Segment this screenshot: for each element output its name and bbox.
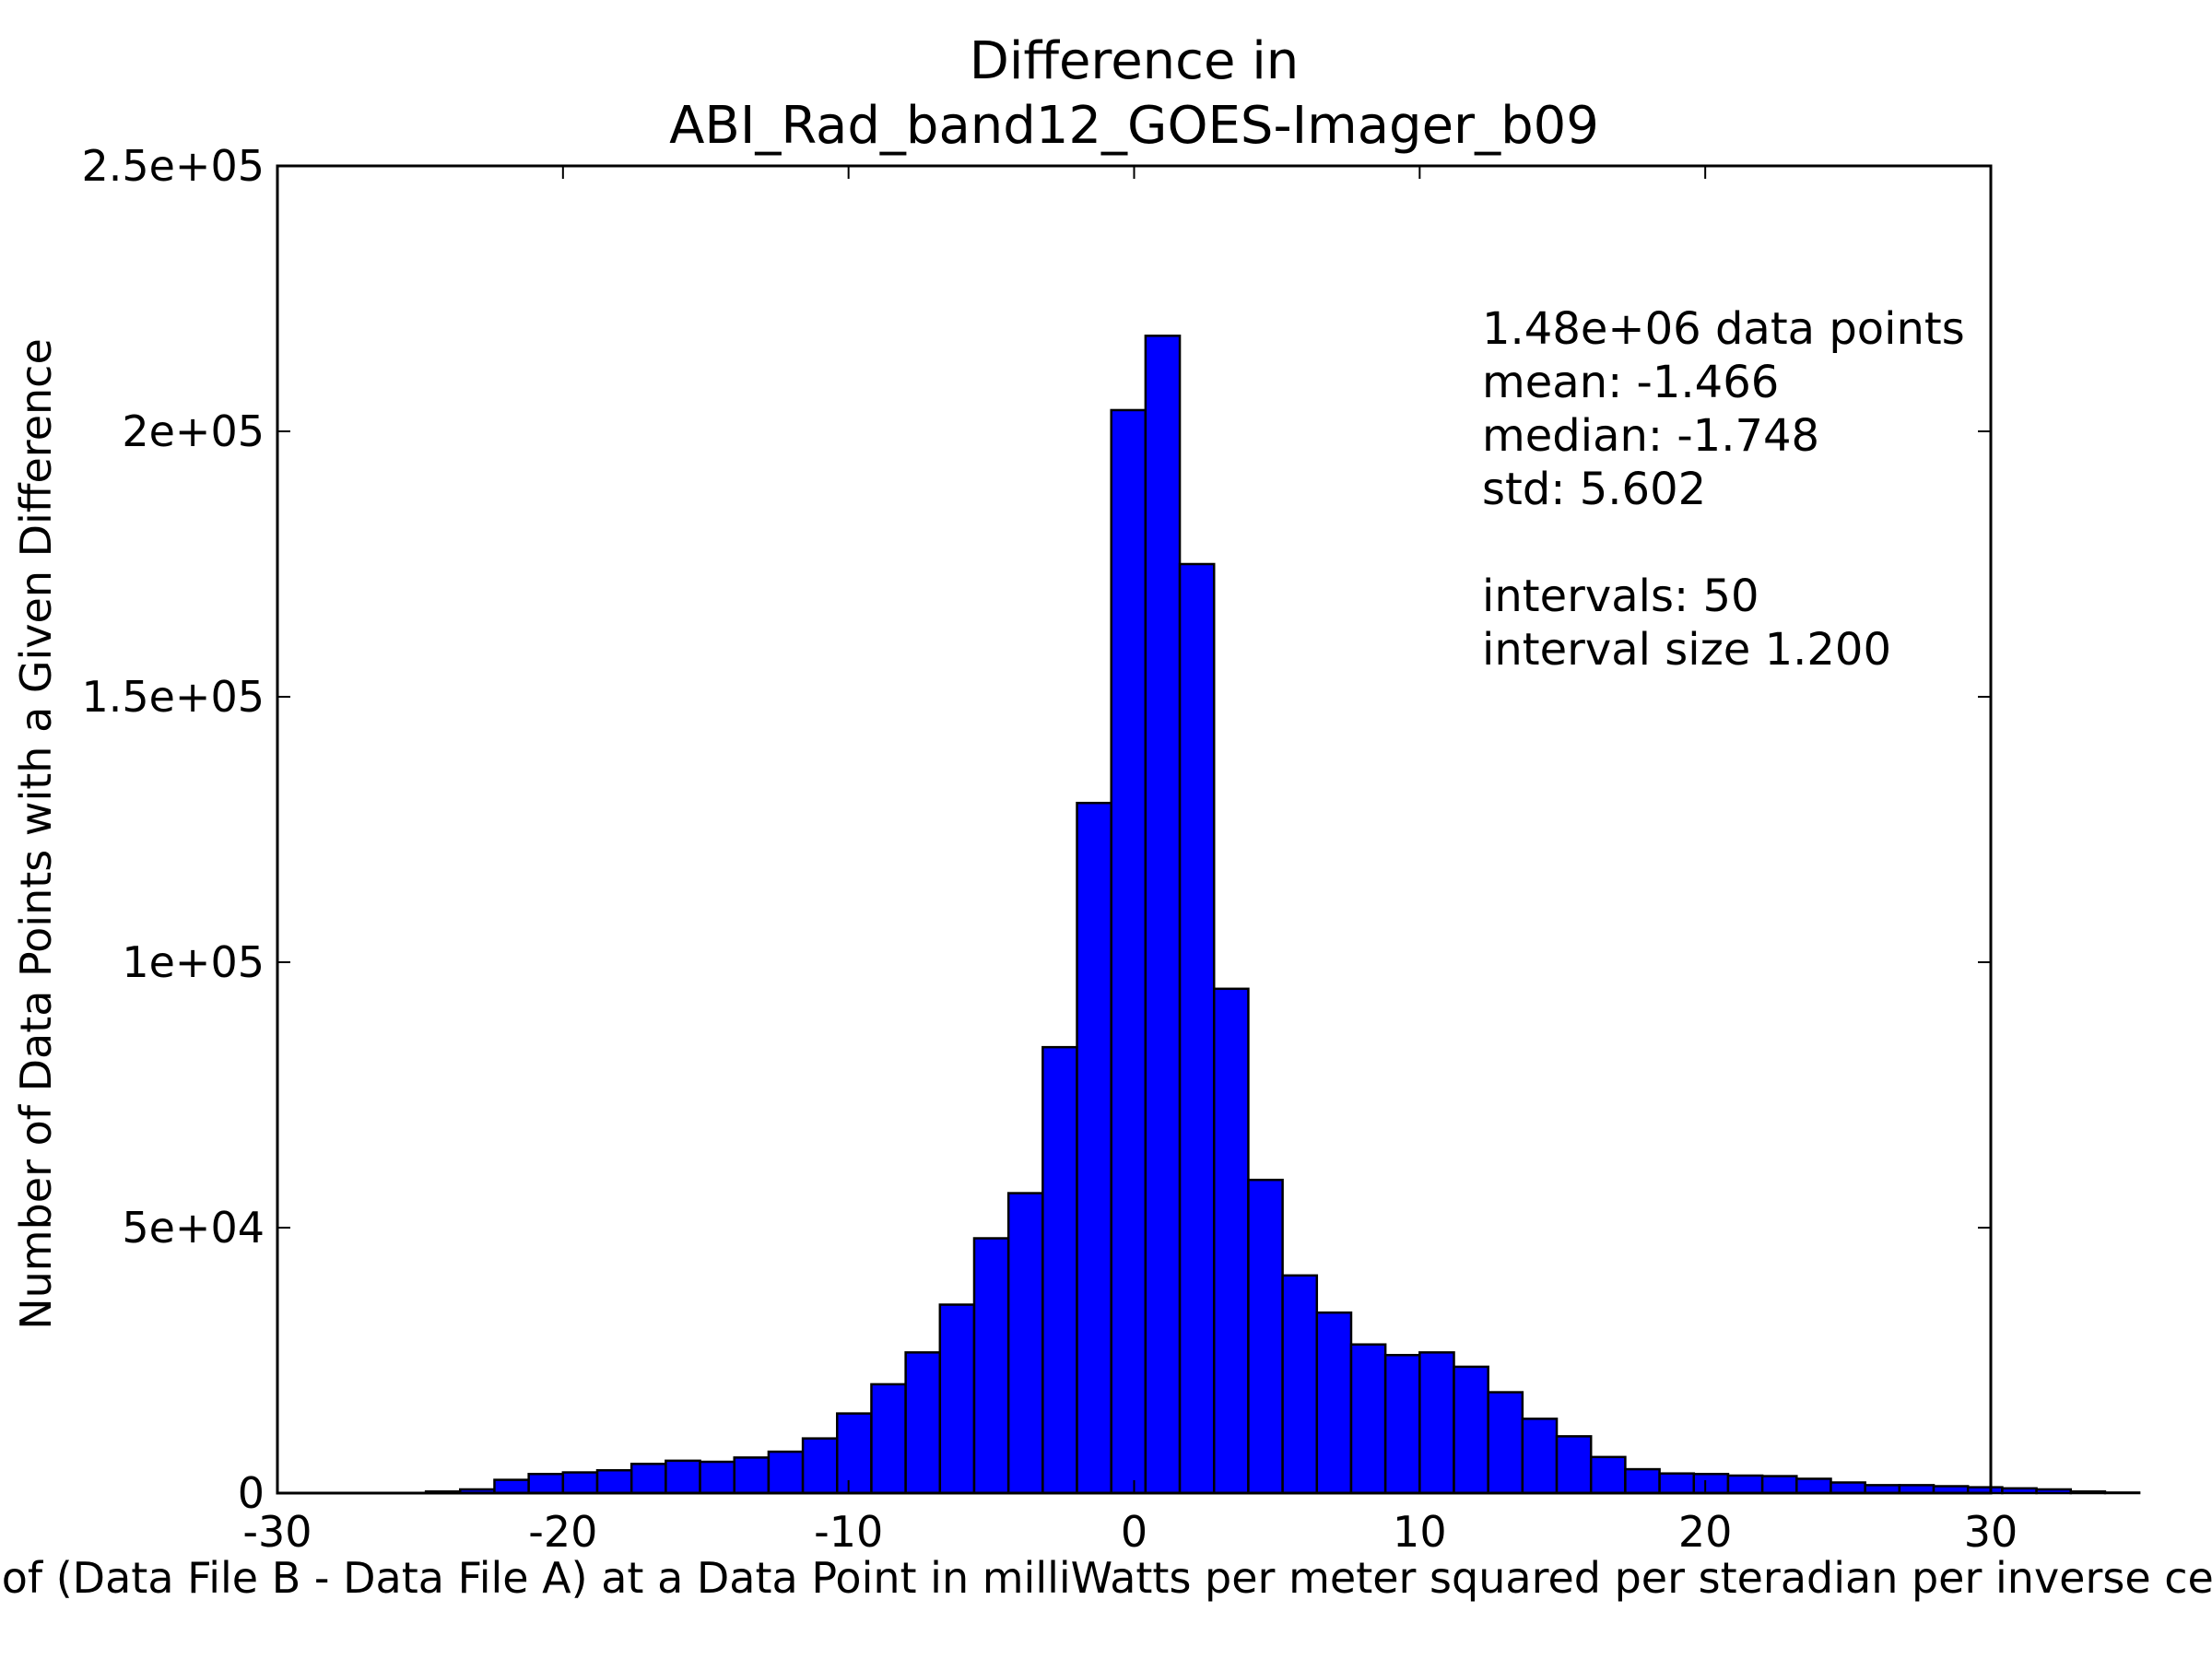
- chart-title-line: Difference in: [970, 31, 1300, 91]
- histogram-bar: [972, 1237, 1010, 1495]
- histogram-bar: [1692, 1473, 1730, 1495]
- y-tick-label: 5e+04: [122, 1203, 265, 1253]
- histogram-bar: [1487, 1391, 1524, 1495]
- x-tick-label: 20: [1678, 1507, 1733, 1557]
- histogram-bar: [767, 1450, 805, 1495]
- histogram-bar: [699, 1460, 735, 1495]
- y-tick-label: 2e+05: [122, 406, 265, 456]
- histogram-bar: [1726, 1474, 1764, 1495]
- chart-title-line: ABI_Rad_band12_GOES-Imager_b09: [669, 96, 1599, 156]
- histogram-bar: [1383, 1353, 1421, 1495]
- histogram-bar: [1110, 408, 1147, 1495]
- histogram-bar: [2103, 1491, 2141, 1495]
- histogram-bar: [801, 1437, 839, 1495]
- histogram-bar: [1624, 1467, 1661, 1495]
- histogram-bar: [1795, 1477, 1832, 1495]
- y-tick-label: 1.5e+05: [81, 672, 265, 722]
- x-tick-label: 30: [1964, 1507, 2018, 1557]
- histogram-bar: [1178, 562, 1216, 1495]
- y-tick-label: 1e+05: [122, 937, 265, 987]
- x-tick-label: 10: [1393, 1507, 1447, 1557]
- histogram-bar: [493, 1478, 530, 1495]
- histogram-bar: [1315, 1311, 1353, 1495]
- x-tick-label: -10: [814, 1507, 883, 1557]
- histogram-bar: [629, 1463, 667, 1495]
- histogram-bar: [870, 1382, 907, 1495]
- stats-annotation-line: median: -1.748: [1482, 410, 1819, 462]
- histogram-bar: [1521, 1418, 1559, 1495]
- stats-annotation-line: 1.48e+06 data points: [1482, 303, 1965, 355]
- x-tick-label: -30: [242, 1507, 312, 1557]
- histogram-bar: [2069, 1490, 2107, 1495]
- x-tick-label: -20: [528, 1507, 597, 1557]
- histogram-bar: [1349, 1343, 1387, 1495]
- stats-annotation-line: intervals: 50: [1482, 571, 1759, 622]
- y-tick-label: 2.5e+05: [81, 141, 265, 191]
- histogram-bar: [595, 1468, 633, 1495]
- x-axis-label: Value of (Data File B - Data File A) at …: [0, 1553, 2212, 1603]
- histogram-bar: [1247, 1178, 1284, 1495]
- histogram-bar: [2035, 1488, 2073, 1495]
- histogram-bar: [1144, 335, 1182, 1495]
- histogram-bar: [1589, 1455, 1627, 1495]
- histogram-bar: [1076, 801, 1112, 1495]
- histogram-bar: [1830, 1481, 1866, 1495]
- histogram-bar: [733, 1456, 771, 1495]
- histogram-bar: [1281, 1274, 1319, 1495]
- y-axis-label: Number of Data Points with a Given Diffe…: [11, 338, 61, 1330]
- stats-annotation-line: interval size 1.200: [1482, 624, 1891, 676]
- histogram-bar: [1418, 1351, 1455, 1495]
- histogram-bar: [1213, 987, 1250, 1495]
- histogram-bar: [836, 1412, 873, 1495]
- histogram-bar: [1760, 1475, 1798, 1495]
- histogram-bar: [2001, 1487, 2038, 1495]
- stats-annotation-line: std: 5.602: [1482, 464, 1706, 515]
- histogram-bar: [1006, 1192, 1044, 1495]
- stats-annotation-line: mean: -1.466: [1482, 357, 1779, 408]
- histogram-bar: [1041, 1045, 1078, 1495]
- y-tick-label: 0: [238, 1468, 265, 1518]
- x-tick-label: 0: [1121, 1507, 1147, 1557]
- histogram-bar: [1453, 1365, 1489, 1495]
- histogram-bar: [1658, 1472, 1696, 1495]
- histogram-bar: [527, 1473, 565, 1495]
- histogram-bar: [938, 1303, 976, 1495]
- histogram-bar: [665, 1459, 701, 1495]
- histogram-bar: [904, 1351, 942, 1495]
- histogram-bar: [1555, 1435, 1593, 1495]
- histogram-bar: [561, 1471, 599, 1495]
